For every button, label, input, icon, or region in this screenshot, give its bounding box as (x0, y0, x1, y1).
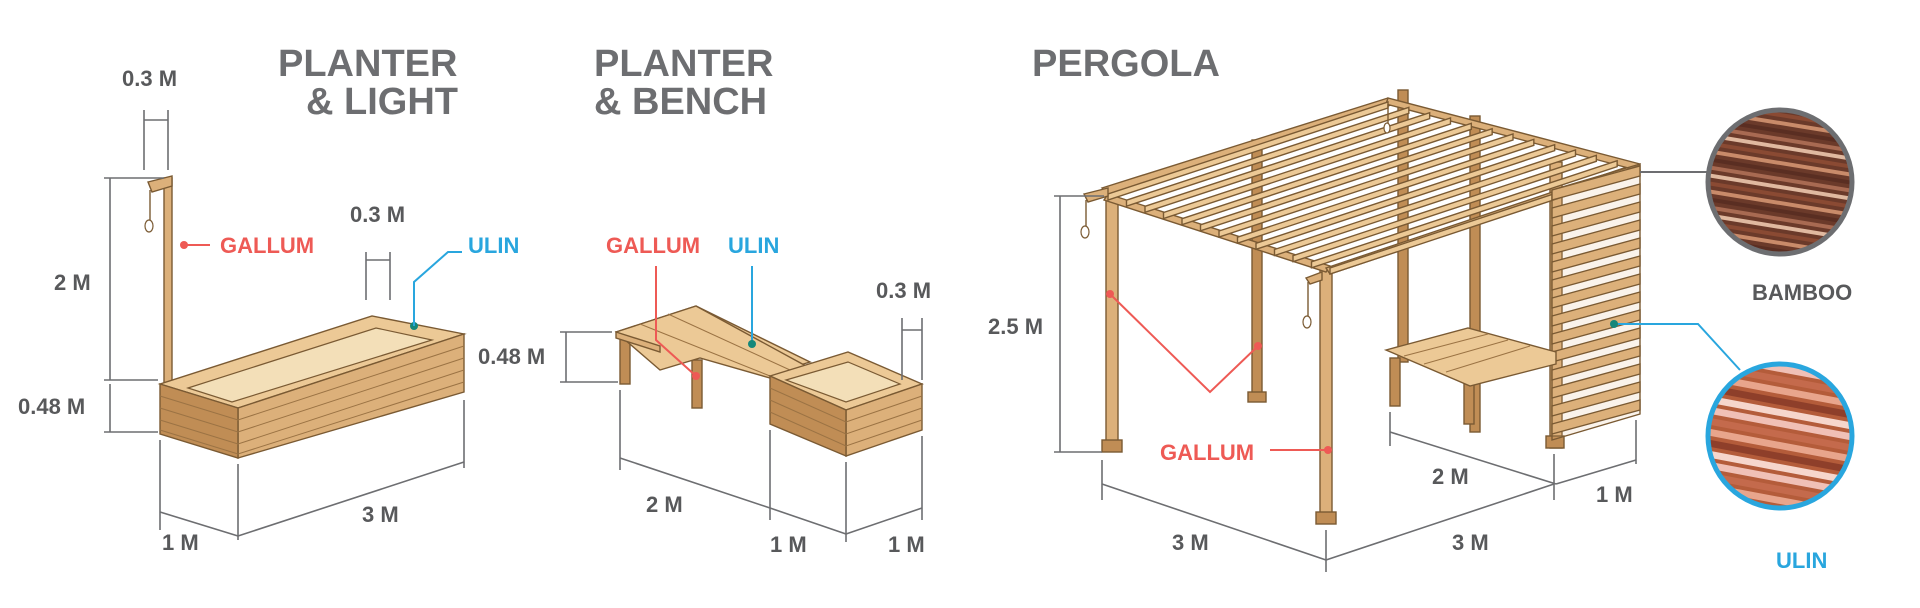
pergola-slat (1551, 273, 1641, 309)
label-pl-ulin: ULIN (468, 233, 519, 258)
ulin-strip (1708, 394, 1852, 431)
ulin-strip (1708, 482, 1852, 508)
bamboo-strip (1708, 188, 1852, 218)
bamboo-strip (1708, 156, 1852, 186)
bamboo-strip (1708, 164, 1852, 194)
dim-pl-width: 1 M (162, 530, 199, 555)
label-pg-gallum: GALLUM (1160, 440, 1254, 465)
pergola-slat (1551, 165, 1641, 201)
bamboo-detail-image (1708, 110, 1852, 254)
dim-pl-wall: 0.3 M (350, 202, 405, 227)
pergola-slat (1551, 345, 1641, 381)
dim-pg-bench: 2 M (1432, 464, 1469, 489)
pergola-slat (1551, 363, 1641, 399)
title-planter-light-2: & LIGHT (306, 81, 458, 123)
label-ulin-detail: ULIN (1776, 548, 1827, 573)
pergola-rafter (1199, 127, 1493, 232)
ulin-detail-image (1700, 364, 1860, 552)
label-pb-gallum: GALLUM (606, 233, 700, 258)
pergola-slat (1551, 219, 1641, 255)
bamboo-strip (1708, 212, 1852, 242)
pergola-slat (1551, 201, 1641, 237)
bamboo-strip (1708, 140, 1852, 170)
bamboo-detail-frame (1705, 107, 1855, 257)
dim-pb-height: 0.48 M (478, 344, 545, 369)
planter-bench-dimensions (560, 318, 923, 542)
pergola-lamps (1080, 104, 1391, 329)
dim-pl-height: 2 M (54, 270, 91, 295)
ulin-strip (1700, 515, 1860, 552)
pergola-slat (1551, 255, 1641, 291)
pergola-rafter (1162, 117, 1452, 220)
dim-pb-wall: 0.3 M (876, 278, 931, 303)
bamboo-strip (1708, 124, 1852, 154)
dim-pg-side: 3 M (1452, 530, 1489, 555)
ulin-strip (1708, 449, 1852, 486)
ulin-strip (1708, 438, 1852, 475)
pergola-rafter (1292, 154, 1598, 263)
ulin-strip (1708, 372, 1852, 409)
dim-pl-length: 3 M (362, 502, 399, 527)
dim-pb-box-width: 1 M (770, 532, 807, 557)
bamboo-strip (1708, 196, 1852, 226)
dim-pl-box-height: 0.48 M (18, 394, 85, 419)
pergola-rafters (1107, 101, 1639, 275)
bamboo-strip (1708, 132, 1852, 162)
ulin-strip (1708, 427, 1852, 464)
pergola-rafter (1181, 122, 1473, 226)
bamboo-strip (1708, 172, 1852, 202)
bamboo-strip (1708, 180, 1852, 210)
pergola-slat (1551, 183, 1641, 219)
dim-pb-bench-length: 2 M (646, 492, 683, 517)
pergola-rafter (1144, 111, 1431, 214)
ulin-strip (1708, 416, 1852, 453)
planter-light-dimensions (104, 110, 465, 540)
planter-bench-drawing (614, 305, 924, 458)
label-pb-ulin: ULIN (728, 233, 779, 258)
ulin-strip (1708, 460, 1852, 497)
dim-pg-bench-depth: 1 M (1596, 482, 1633, 507)
pergola-rafter (1255, 143, 1556, 251)
pergola-rafter (1125, 106, 1410, 208)
pergola-bench (1383, 327, 1557, 425)
pergola-slat (1551, 309, 1641, 345)
bamboo-strip (1708, 204, 1852, 234)
pergola-slats (1551, 165, 1641, 435)
title-pergola: PERGOLA (1032, 43, 1220, 85)
label-bamboo: BAMBOO (1752, 280, 1852, 305)
dim-pg-height: 2.5 M (988, 314, 1043, 339)
pergola-slat (1551, 237, 1641, 273)
ulin-detail-frame (1705, 361, 1855, 511)
pergola-rafter (1273, 149, 1577, 257)
pergola-dimensions (1054, 195, 1637, 572)
pergola-slat (1551, 399, 1641, 435)
title-planter-bench-2: & BENCH (594, 81, 767, 123)
label-pl-gallum: GALLUM (220, 233, 314, 258)
dim-pb-box-depth: 1 M (888, 532, 925, 557)
pergola-rafter (1218, 133, 1514, 238)
dim-pg-front: 3 M (1172, 530, 1209, 555)
pergola-slat (1551, 291, 1641, 327)
ulin-strip (1708, 383, 1852, 420)
ulin-strip (1708, 405, 1852, 442)
pergola-rafter (1310, 159, 1618, 269)
title-planter-light-1: PLANTER (278, 43, 457, 85)
pergola-rafter (1236, 138, 1535, 245)
title-planter-bench-1: PLANTER (594, 43, 773, 85)
pergola-slat (1551, 381, 1641, 417)
dim-pl-lamp-offset: 0.3 M (122, 66, 177, 91)
bamboo-strip (1708, 148, 1852, 178)
planter-light-drawing (144, 175, 467, 459)
